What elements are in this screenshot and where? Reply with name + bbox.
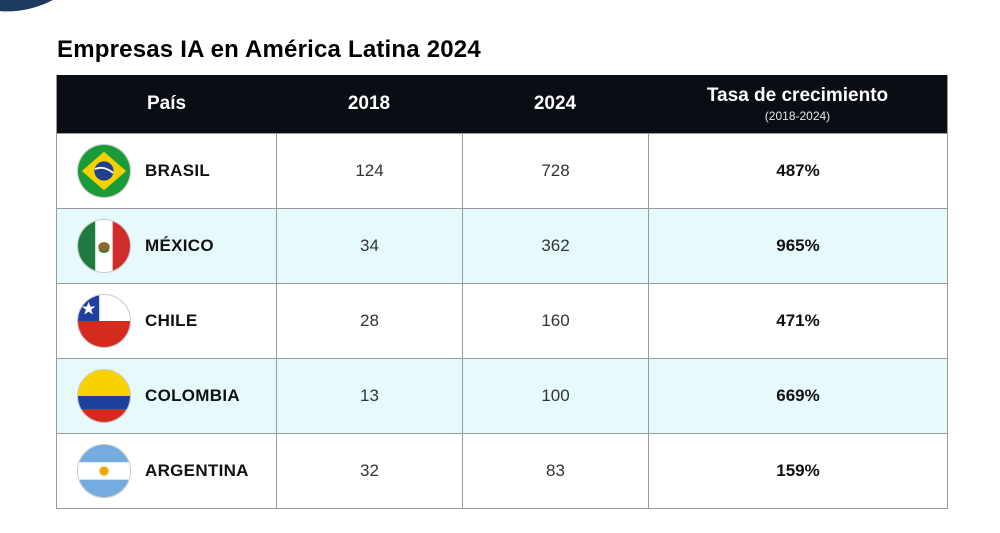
colombia-flag-icon [77,369,131,423]
argentina-flag-icon [77,444,131,498]
value-2024: 100 [462,359,648,433]
table-row: COLOMBIA 13 100 669% [57,358,947,433]
header-growth-sublabel: (2018-2024) [764,109,831,123]
value-2024: 728 [462,134,648,208]
value-2018: 13 [276,359,462,433]
growth-rate: 965% [648,209,947,283]
table-row: ARGENTINA 32 83 159% [57,433,947,508]
growth-rate: 471% [648,284,947,358]
corner-decoration [0,0,86,22]
country-name: MÉXICO [145,236,214,255]
header-growth-label: Tasa de crecimiento [706,85,889,106]
header-2018-label: 2018 [347,93,391,114]
table-row: BRASIL 124 728 487% [57,133,947,208]
value-2018: 34 [276,209,462,283]
page-title: Empresas IA en América Latina 2024 [57,36,481,63]
value-2018: 32 [276,434,462,508]
value-2018: 28 [276,284,462,358]
growth-rate: 487% [648,134,947,208]
country-cell: MÉXICO [57,209,276,283]
country-name: COLOMBIA [145,386,240,405]
header-country: País [57,75,276,133]
country-cell: ARGENTINA [57,434,276,508]
country-name: CHILE [145,311,198,330]
header-2018: 2018 [276,75,462,133]
growth-rate: 669% [648,359,947,433]
value-2024: 160 [462,284,648,358]
country-name: ARGENTINA [145,461,249,480]
country-cell: COLOMBIA [57,359,276,433]
table-row: CHILE 28 160 471% [57,283,947,358]
header-growth: Tasa de crecimiento (2018-2024) [648,75,947,133]
header-2024-label: 2024 [533,93,577,114]
country-cell: CHILE [57,284,276,358]
growth-rate: 159% [648,434,947,508]
table-row: MÉXICO 34 362 965% [57,208,947,283]
mexico-flag-icon [77,219,131,273]
value-2018: 124 [276,134,462,208]
table-header: País 2018 2024 Tasa de crecimiento (2018… [57,75,947,133]
value-2024: 83 [462,434,648,508]
chile-flag-icon [77,294,131,348]
brazil-flag-icon [77,144,131,198]
country-name: BRASIL [145,161,211,180]
header-country-label: País [146,93,187,114]
value-2024: 362 [462,209,648,283]
header-2024: 2024 [462,75,648,133]
country-cell: BRASIL [57,134,276,208]
data-table: País 2018 2024 Tasa de crecimiento (2018… [56,75,948,509]
